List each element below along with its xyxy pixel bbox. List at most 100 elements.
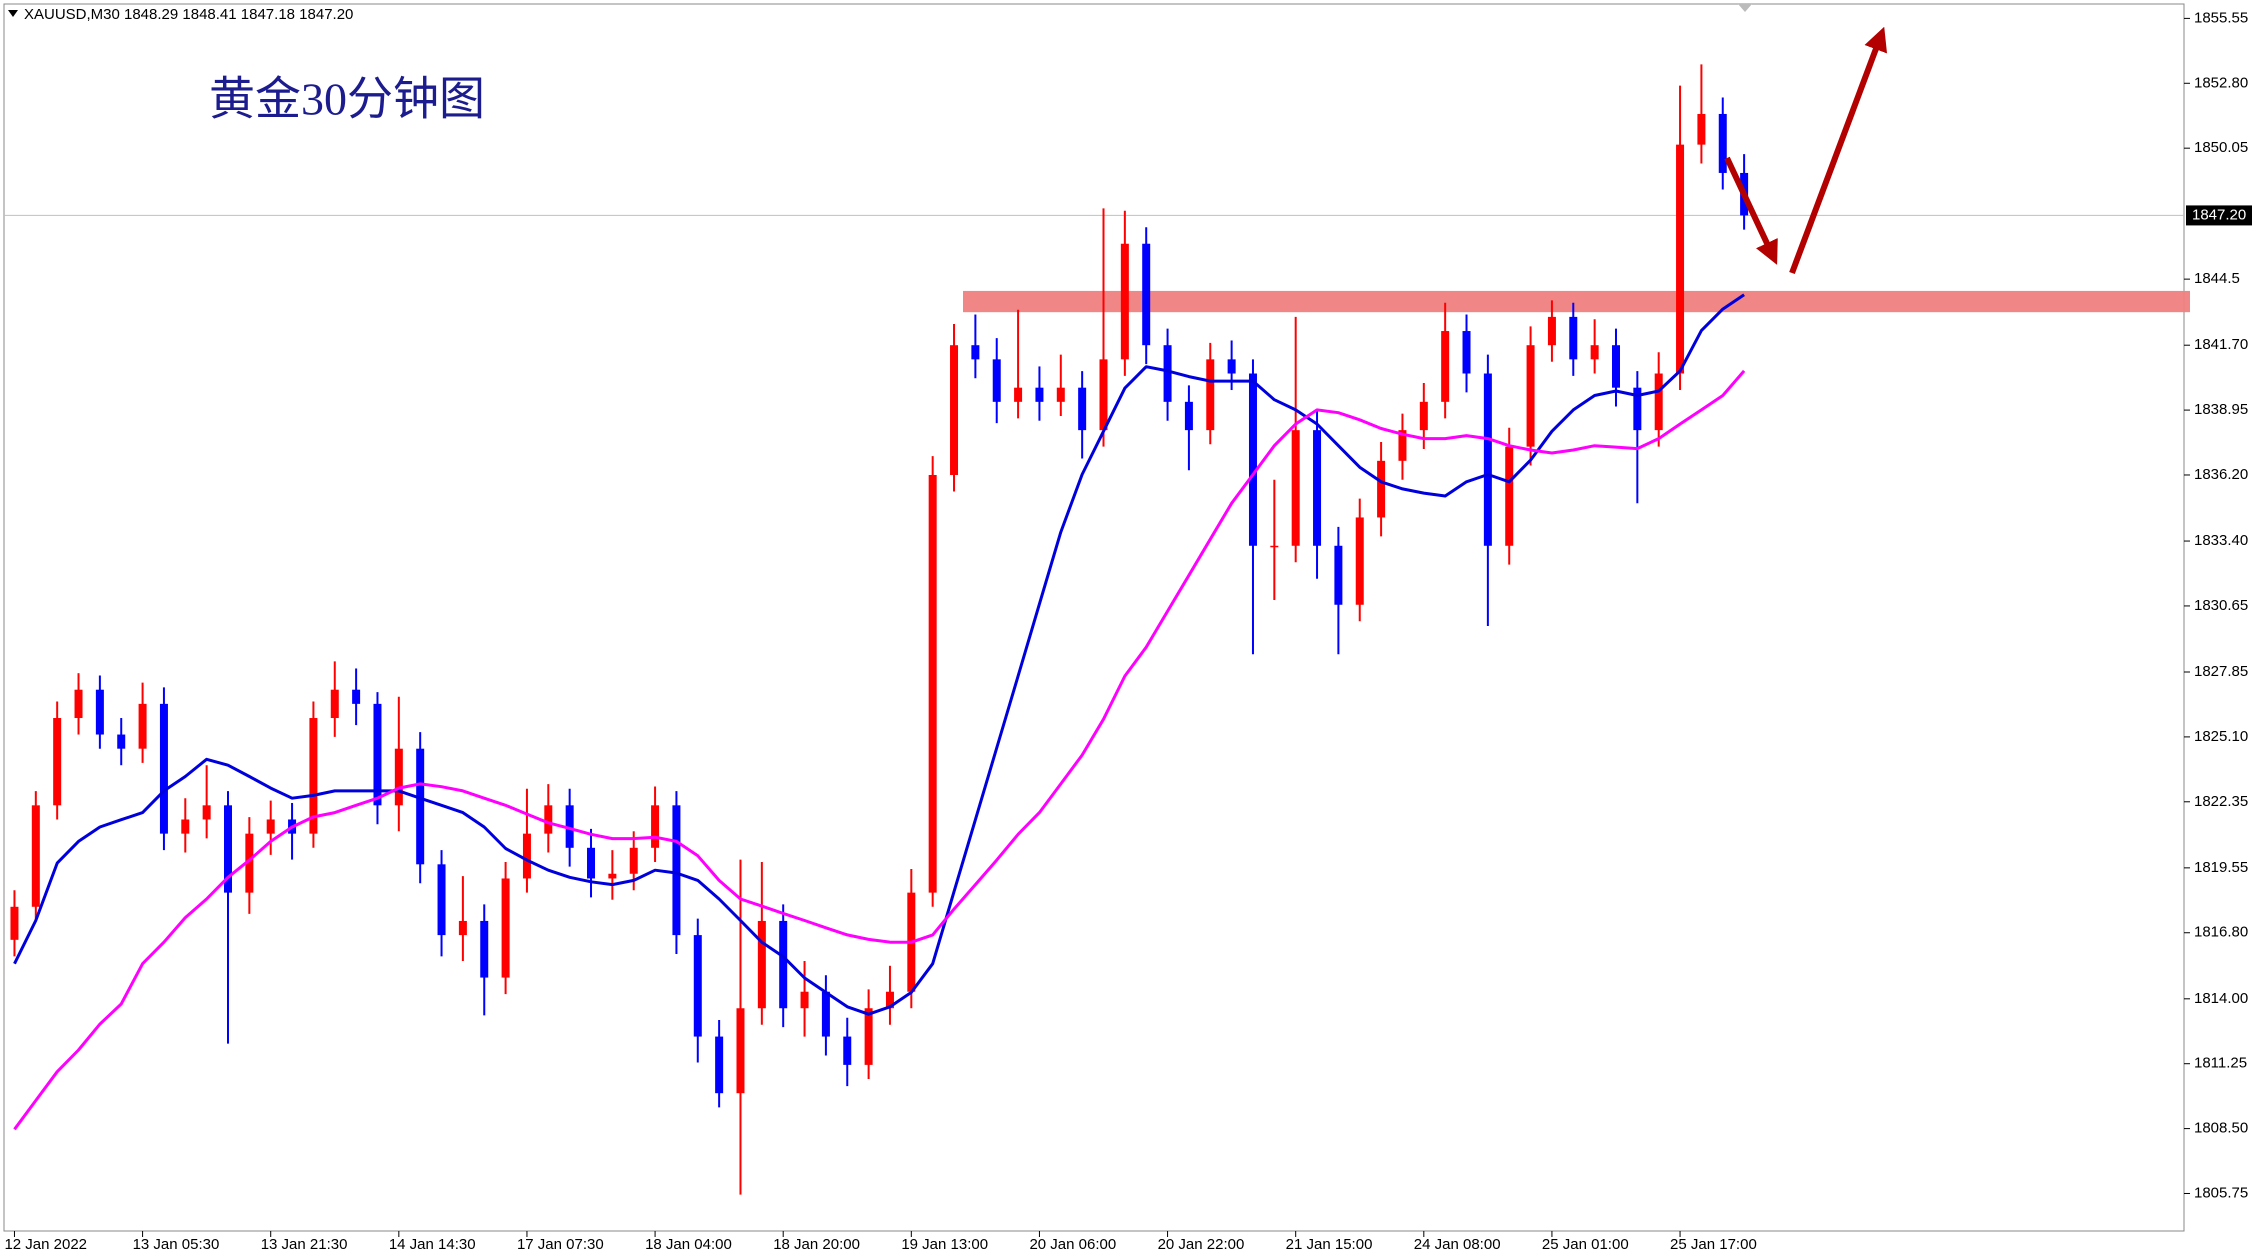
candle-body bbox=[779, 920, 788, 1009]
x-tick-label: 13 Jan 05:30 bbox=[133, 1236, 220, 1253]
y-tick-label: 1811.25 bbox=[2194, 1055, 2247, 1072]
candle-body bbox=[1035, 387, 1044, 402]
x-tick-label: 18 Jan 04:00 bbox=[645, 1236, 732, 1253]
candle-body bbox=[159, 703, 168, 834]
candle-body bbox=[245, 833, 254, 893]
current-price-box bbox=[2186, 205, 2252, 226]
candle-body bbox=[522, 833, 531, 879]
y-tick-label: 1808.50 bbox=[2194, 1120, 2248, 1137]
candle-body bbox=[1676, 144, 1685, 374]
candle-body bbox=[1248, 373, 1257, 546]
y-tick-label: 1850.05 bbox=[2194, 139, 2248, 156]
candle-body bbox=[1120, 243, 1129, 360]
candle-body bbox=[1291, 430, 1300, 546]
candle-body bbox=[587, 847, 596, 879]
x-tick-label: 19 Jan 13:00 bbox=[901, 1236, 988, 1253]
x-tick-label: 14 Jan 14:30 bbox=[389, 1236, 476, 1253]
symbol: XAUUSD,M30 bbox=[24, 6, 120, 23]
candle-body bbox=[1441, 331, 1450, 402]
candle-body bbox=[1462, 331, 1471, 374]
header-icon bbox=[8, 10, 18, 17]
candle-body bbox=[138, 703, 147, 749]
y-tick-label: 1844.5 bbox=[2194, 270, 2240, 287]
x-tick-label: 17 Jan 07:30 bbox=[517, 1236, 604, 1253]
candle-body bbox=[864, 1008, 873, 1065]
axis-layer: 1855.55 1852.80 1850.05 1844.5 1841.70 1838.9… bbox=[4, 9, 2252, 1253]
candle-body bbox=[480, 920, 489, 978]
candle-body bbox=[1355, 517, 1364, 605]
y-tick-label: 1833.40 bbox=[2194, 532, 2248, 549]
scroll-marker bbox=[1738, 4, 1752, 12]
candle-body bbox=[1078, 387, 1087, 431]
x-tick-label: 25 Jan 17:00 bbox=[1670, 1236, 1757, 1253]
candle-body bbox=[565, 805, 574, 848]
current-price-label: 1847.20 bbox=[2192, 206, 2246, 223]
y-tick-label: 1852.80 bbox=[2194, 74, 2248, 91]
candle-body bbox=[992, 359, 1001, 402]
y-tick-label: 1838.95 bbox=[2194, 401, 2248, 418]
y-tick-label: 1825.10 bbox=[2194, 728, 2248, 745]
candle-body bbox=[352, 689, 361, 704]
plot-area bbox=[3, 3, 2185, 1232]
candle-body bbox=[181, 819, 190, 834]
x-tick-label: 12 Jan 2022 bbox=[4, 1236, 87, 1253]
candle-body bbox=[1398, 430, 1407, 461]
candle-body bbox=[928, 474, 937, 893]
x-tick-label: 20 Jan 22:00 bbox=[1158, 1236, 1245, 1253]
candle-body bbox=[416, 748, 425, 865]
arrow-up bbox=[1789, 26, 1888, 275]
candle-body bbox=[1569, 316, 1578, 360]
y-tick-label: 1814.00 bbox=[2194, 990, 2248, 1007]
candle-body bbox=[202, 805, 211, 820]
zone-layer bbox=[963, 290, 2190, 313]
candle-body bbox=[1419, 401, 1428, 431]
candle-body bbox=[800, 991, 809, 1009]
x-tick-label: 21 Jan 15:00 bbox=[1286, 1236, 1373, 1253]
y-tick-label: 1855.55 bbox=[2194, 9, 2248, 26]
candle-body bbox=[1718, 113, 1727, 173]
candle-body bbox=[971, 345, 980, 360]
candle-body bbox=[373, 703, 382, 806]
x-tick-label: 25 Jan 01:00 bbox=[1542, 1236, 1629, 1253]
x-tick-label: 13 Jan 21:30 bbox=[261, 1236, 348, 1253]
y-tick-label: 1805.75 bbox=[2194, 1184, 2248, 1201]
line-layer bbox=[13, 293, 1746, 1131]
resistance-zone bbox=[963, 290, 2190, 313]
candle-body bbox=[672, 805, 681, 936]
candle-body bbox=[224, 805, 233, 893]
candle-body bbox=[501, 878, 510, 978]
candle-body bbox=[1526, 345, 1535, 447]
candle-body bbox=[1547, 316, 1556, 346]
candle-body bbox=[1056, 387, 1065, 402]
candle-body bbox=[1633, 387, 1642, 431]
candle-body bbox=[1334, 545, 1343, 605]
header-prices: 1848.29 1848.41 1847.18 1847.20 bbox=[124, 6, 353, 23]
candle-body bbox=[629, 847, 638, 874]
candle-body bbox=[1014, 387, 1023, 402]
candle-body bbox=[608, 873, 617, 879]
candle-body bbox=[821, 991, 830, 1037]
y-tick-label: 1819.55 bbox=[2194, 859, 2248, 876]
candle-body bbox=[1313, 430, 1322, 546]
candle-body bbox=[266, 819, 275, 834]
chart-title: 黄金30分钟图 bbox=[209, 74, 485, 125]
candle-body bbox=[651, 805, 660, 848]
candle-body bbox=[757, 920, 766, 1009]
candle-body bbox=[1654, 373, 1663, 431]
candle-body bbox=[693, 935, 702, 1037]
candle-body bbox=[1377, 460, 1386, 518]
candle-body bbox=[394, 748, 403, 806]
candle-body bbox=[1270, 545, 1279, 548]
candle-body bbox=[843, 1036, 852, 1065]
y-tick-label: 1841.70 bbox=[2194, 336, 2248, 353]
y-tick-label: 1827.85 bbox=[2194, 663, 2248, 680]
candle-body bbox=[1697, 113, 1706, 145]
moving-average bbox=[13, 293, 1745, 1016]
y-tick-label: 1830.65 bbox=[2194, 597, 2248, 614]
candle-body bbox=[1184, 401, 1193, 431]
candle-body bbox=[53, 718, 62, 806]
candle-body bbox=[1483, 373, 1492, 546]
candle-body bbox=[1505, 446, 1514, 546]
